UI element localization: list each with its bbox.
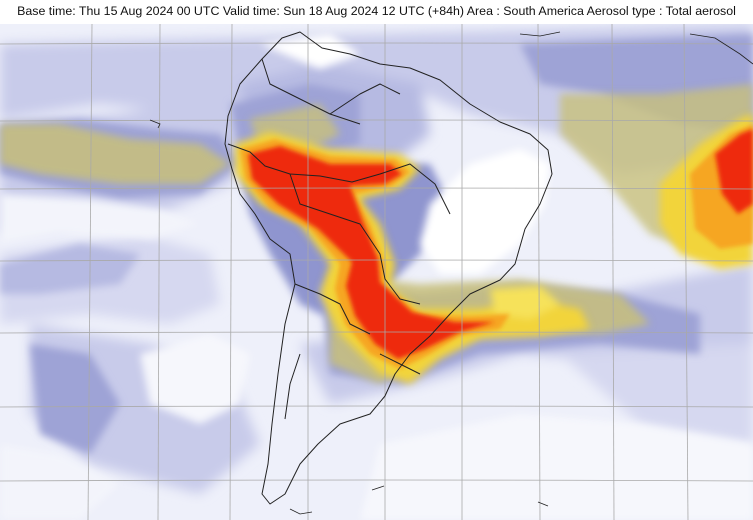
coastlines [224,31,553,505]
map-title: Base time: Thu 15 Aug 2024 00 UTC Valid … [17,4,736,18]
aerosol-map [0,24,753,520]
aerosol-extreme-layer [248,129,753,359]
aerosol-map-canvas [0,24,753,520]
clean-air-pockets [0,34,753,520]
caribbean-islands [149,31,753,515]
